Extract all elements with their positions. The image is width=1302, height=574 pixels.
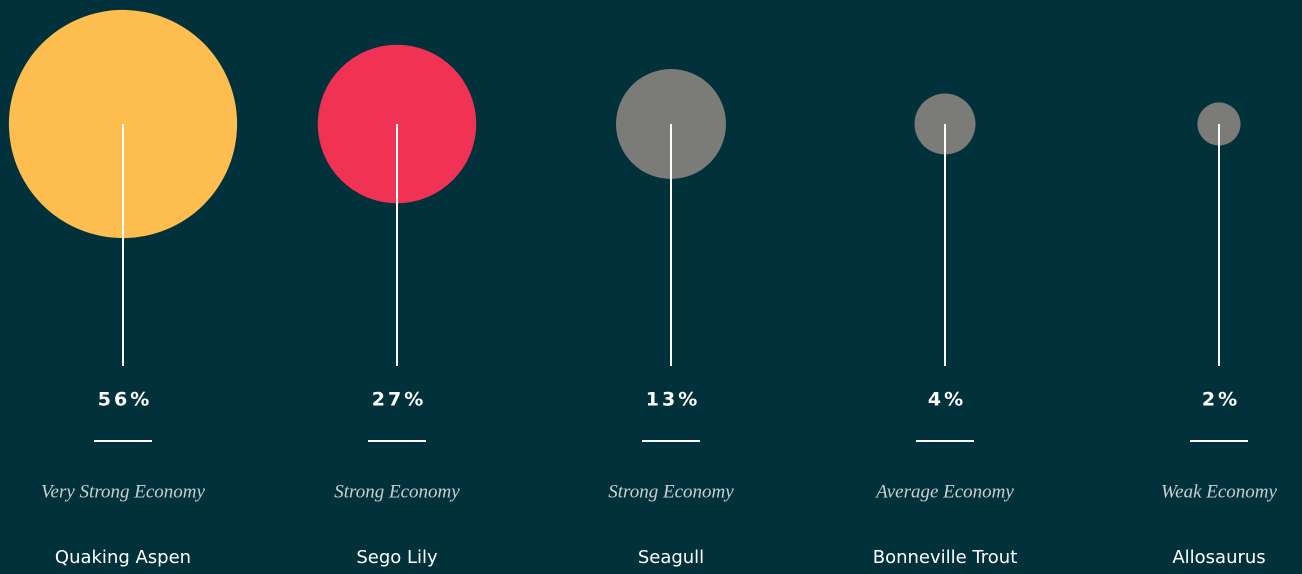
value-label: 56% (98, 389, 152, 411)
rating: Strong Economy (608, 481, 734, 502)
category-label: Sego Lily (356, 547, 438, 568)
rating: Very Strong Economy (41, 481, 205, 502)
category-label: Seagull (638, 547, 704, 568)
category-label: Quaking Aspen (55, 547, 191, 568)
category-label: Bonneville Trout (873, 547, 1018, 568)
rating: Average Economy (874, 481, 1014, 502)
value-label: 4% (928, 389, 966, 411)
rating: Strong Economy (334, 481, 460, 502)
category-label: Allosaurus (1172, 547, 1265, 568)
rating: Weak Economy (1161, 481, 1277, 502)
value-label: 27% (372, 389, 426, 411)
value-label: 13% (646, 389, 700, 411)
value-label: 2% (1202, 389, 1240, 411)
bubble (8, 9, 238, 239)
